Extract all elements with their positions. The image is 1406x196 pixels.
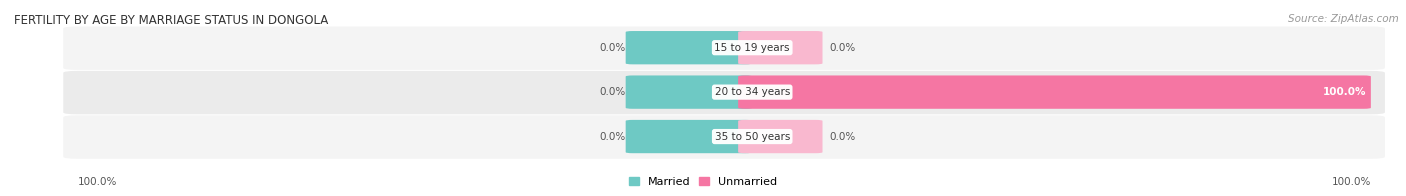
Text: 0.0%: 0.0% bbox=[599, 43, 626, 53]
Text: 35 to 50 years: 35 to 50 years bbox=[714, 132, 790, 142]
FancyBboxPatch shape bbox=[63, 26, 1385, 70]
FancyBboxPatch shape bbox=[738, 120, 823, 153]
Legend: Married, Unmarried: Married, Unmarried bbox=[628, 177, 778, 187]
Text: 100.0%: 100.0% bbox=[1331, 177, 1371, 187]
Text: FERTILITY BY AGE BY MARRIAGE STATUS IN DONGOLA: FERTILITY BY AGE BY MARRIAGE STATUS IN D… bbox=[14, 14, 329, 27]
Text: 0.0%: 0.0% bbox=[830, 43, 856, 53]
FancyBboxPatch shape bbox=[738, 75, 1371, 109]
FancyBboxPatch shape bbox=[626, 75, 752, 109]
FancyBboxPatch shape bbox=[626, 120, 752, 153]
Text: 100.0%: 100.0% bbox=[77, 177, 117, 187]
Text: Source: ZipAtlas.com: Source: ZipAtlas.com bbox=[1288, 14, 1399, 24]
Text: 0.0%: 0.0% bbox=[830, 132, 856, 142]
FancyBboxPatch shape bbox=[63, 71, 1385, 114]
Text: 0.0%: 0.0% bbox=[599, 132, 626, 142]
FancyBboxPatch shape bbox=[63, 115, 1385, 159]
Text: 0.0%: 0.0% bbox=[599, 87, 626, 97]
Text: 15 to 19 years: 15 to 19 years bbox=[714, 43, 790, 53]
Text: 20 to 34 years: 20 to 34 years bbox=[714, 87, 790, 97]
Text: 100.0%: 100.0% bbox=[1323, 87, 1367, 97]
FancyBboxPatch shape bbox=[626, 31, 752, 64]
FancyBboxPatch shape bbox=[738, 31, 823, 64]
